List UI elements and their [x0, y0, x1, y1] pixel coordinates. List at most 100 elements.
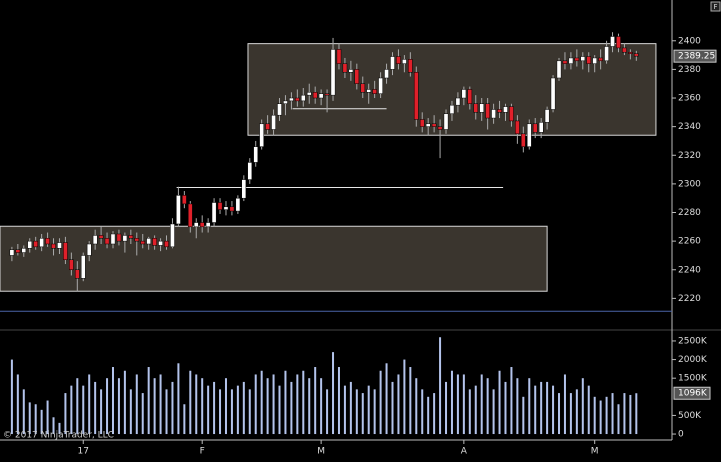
candle-body — [556, 60, 562, 79]
y-tick-label: 2360 — [678, 94, 701, 104]
candle-body — [312, 92, 318, 99]
candle-body — [92, 235, 98, 245]
candle-body — [574, 57, 580, 62]
candle-body — [86, 243, 92, 256]
candle-body — [283, 100, 288, 104]
candle-body — [223, 206, 229, 210]
candle-body — [515, 120, 520, 135]
volume-bar — [326, 389, 329, 435]
candle-body — [33, 240, 39, 248]
candle-body — [116, 233, 122, 242]
volume-bar — [242, 381, 245, 435]
candle-body — [265, 123, 270, 130]
candle-body — [408, 59, 413, 73]
candle-body — [604, 46, 609, 62]
volume-bar — [64, 393, 67, 435]
candle-body — [384, 69, 389, 79]
candle-body — [479, 103, 485, 113]
volume-bar — [540, 381, 543, 435]
volume-bar — [272, 374, 275, 435]
candle-body — [372, 89, 377, 94]
candle-body — [21, 248, 27, 253]
volume-bar — [617, 404, 620, 435]
candle-body — [413, 72, 419, 120]
candle-body — [306, 92, 312, 96]
corner-button[interactable] — [710, 1, 721, 12]
volume-bar — [367, 385, 370, 435]
candle-body — [170, 223, 175, 248]
volume-bar — [278, 385, 281, 435]
candle-body — [443, 113, 449, 130]
volume-bar — [129, 389, 132, 435]
candle-body — [503, 106, 508, 113]
volume-bar — [147, 367, 150, 435]
corner-button-label[interactable]: F — [713, 3, 717, 11]
volume-bar — [159, 374, 162, 435]
candle-body — [69, 259, 74, 271]
volume-bar — [224, 378, 227, 435]
volume-bar — [462, 374, 465, 435]
volume-bar — [445, 381, 448, 435]
volume-bar — [302, 370, 305, 435]
volume-bar — [117, 378, 120, 435]
volume-bar — [480, 374, 483, 435]
volume-bar — [528, 378, 531, 435]
x-tick-label: 17 — [78, 447, 89, 457]
volume-bar — [320, 378, 323, 435]
volume-bar — [635, 393, 638, 435]
volume-bar — [183, 404, 186, 435]
candle-body — [134, 238, 140, 242]
candle-body — [330, 49, 336, 96]
volume-bar — [379, 370, 382, 435]
candle-body — [51, 243, 56, 249]
candle-body — [616, 36, 621, 49]
y-tick-label: 2320 — [678, 151, 701, 161]
y2-tick-label: 0 — [678, 430, 684, 440]
volume-bar — [248, 389, 251, 435]
volume-bar — [629, 394, 632, 435]
y2-tick-label: 1500K — [678, 374, 708, 384]
volume-bar — [450, 370, 453, 435]
volume-bar — [213, 381, 216, 435]
last-price-box — [673, 49, 717, 63]
volume-bar — [504, 381, 507, 435]
candle-body — [544, 109, 550, 123]
volume-bar — [415, 378, 418, 435]
candle-body — [491, 109, 496, 119]
candle-body — [324, 93, 330, 96]
candle-body — [295, 97, 300, 102]
volume-bar — [587, 385, 590, 435]
volume-bar — [46, 400, 49, 435]
volume-bar — [177, 363, 180, 435]
volume-bar — [439, 337, 442, 435]
volume-bar — [605, 396, 608, 435]
candle-body — [598, 57, 603, 62]
y-tick-label: 2220 — [678, 294, 701, 304]
volume-bar — [254, 374, 257, 435]
candle-body — [354, 69, 360, 84]
volume-bar — [22, 389, 25, 435]
volume-bar — [201, 378, 204, 435]
candle-body — [402, 59, 407, 64]
volume-bar — [52, 417, 55, 435]
candle-body — [526, 123, 532, 147]
candle-body — [253, 146, 259, 163]
candle-body — [336, 49, 342, 64]
volume-bar — [409, 367, 412, 435]
volume-bar — [332, 352, 335, 435]
volume-bar — [397, 374, 400, 435]
candle-body — [241, 179, 247, 199]
volume-bar — [165, 389, 168, 435]
candle-body — [57, 242, 62, 249]
volume-bar — [123, 370, 126, 435]
candle-body — [80, 255, 86, 279]
candle-body — [360, 83, 366, 93]
volume-bar — [207, 385, 210, 435]
volume-bar — [546, 381, 549, 435]
volume-bar — [522, 396, 525, 435]
volume-bar — [266, 378, 269, 435]
candle-body — [259, 123, 264, 147]
volume-bar — [82, 385, 85, 435]
volume-bar — [427, 396, 430, 435]
